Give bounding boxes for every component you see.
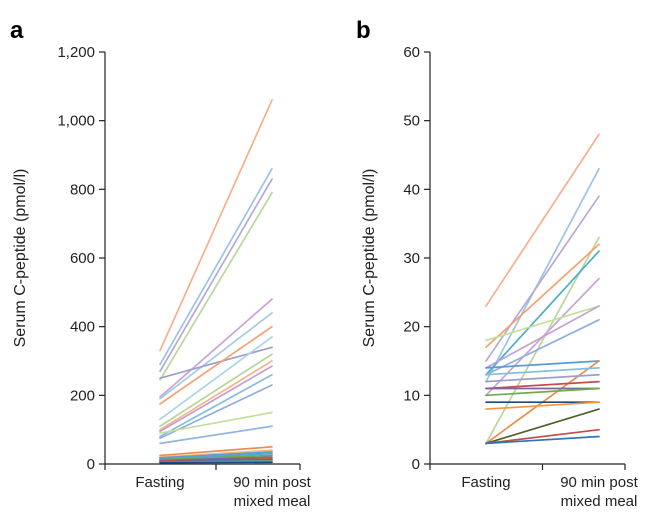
series-line bbox=[159, 353, 273, 428]
x-category-label: mixed meal bbox=[561, 493, 638, 510]
series-line bbox=[159, 411, 273, 434]
series-line bbox=[159, 325, 273, 405]
panel-label: b bbox=[356, 17, 371, 44]
series-line bbox=[485, 318, 600, 376]
series-line bbox=[159, 454, 273, 461]
panel-label: a bbox=[10, 17, 24, 44]
y-tick-label: 20 bbox=[403, 319, 420, 336]
series-line bbox=[159, 425, 273, 445]
series-line bbox=[485, 305, 600, 342]
series-line bbox=[485, 373, 600, 383]
y-tick-label: 60 bbox=[403, 44, 420, 61]
series-line bbox=[485, 380, 600, 390]
y-tick-label: 400 bbox=[70, 319, 95, 336]
series-line bbox=[159, 373, 273, 438]
series-line bbox=[159, 298, 273, 398]
x-category-label: 90 min post bbox=[233, 474, 311, 491]
x-category-label: mixed meal bbox=[234, 493, 311, 510]
y-tick-label: 1,000 bbox=[57, 113, 95, 130]
y-tick-label: 1,200 bbox=[57, 44, 95, 61]
y-tick-label: 0 bbox=[87, 456, 95, 473]
y-tick-label: 0 bbox=[412, 456, 420, 473]
x-category-label: 90 min post bbox=[560, 474, 638, 491]
series-line bbox=[485, 305, 600, 369]
series-line bbox=[485, 243, 600, 349]
y-tick-label: 50 bbox=[403, 113, 420, 130]
series-line bbox=[485, 428, 600, 445]
series-line bbox=[485, 435, 600, 445]
series-line bbox=[159, 451, 273, 459]
panel-b: b 0 10 20 30 40 50 60 Fasting 90 min post mixed me… bbox=[356, 17, 639, 510]
series-line bbox=[159, 452, 273, 460]
y-axis-label: Serum C-peptide (pmol/l) bbox=[361, 169, 378, 348]
series-line bbox=[159, 449, 273, 458]
series-line bbox=[159, 336, 273, 421]
y-tick-label: 10 bbox=[403, 387, 420, 404]
series-line bbox=[159, 360, 273, 431]
series-line bbox=[485, 167, 600, 383]
x-category-label: Fasting bbox=[135, 474, 184, 491]
series-line bbox=[485, 408, 600, 445]
series-line bbox=[159, 99, 273, 352]
series-line bbox=[159, 167, 273, 366]
panel-a: a 0 200 400 600 800 1,000 1,200 Fasting 90 min po… bbox=[10, 17, 312, 510]
series-line bbox=[485, 401, 600, 410]
series-line bbox=[159, 365, 273, 433]
y-tick-label: 40 bbox=[403, 181, 420, 198]
y-tick-label: 600 bbox=[70, 250, 95, 267]
series-line bbox=[159, 445, 273, 457]
series-line bbox=[485, 236, 600, 445]
series-line bbox=[485, 195, 600, 362]
series-line bbox=[485, 250, 600, 376]
y-tick-label: 30 bbox=[403, 250, 420, 267]
series-line bbox=[485, 133, 600, 307]
series-line bbox=[159, 456, 273, 462]
x-category-label: Fasting bbox=[461, 474, 510, 491]
y-tick-label: 800 bbox=[70, 181, 95, 198]
series-line bbox=[485, 387, 600, 397]
series-line bbox=[485, 367, 600, 376]
series-line bbox=[485, 360, 600, 369]
y-tick-label: 200 bbox=[70, 387, 95, 404]
y-axis-label: Serum C-peptide (pmol/l) bbox=[12, 169, 29, 348]
series-line bbox=[159, 178, 273, 373]
series-line bbox=[159, 346, 273, 380]
series-line bbox=[159, 191, 273, 381]
series-line bbox=[159, 312, 273, 400]
